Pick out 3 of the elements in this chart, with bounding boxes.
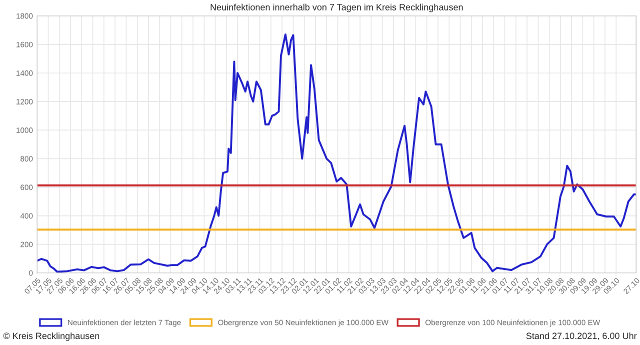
text: © Kreis Recklinghausen <box>3 332 100 341</box>
chart-title: Neuinfektionen innerhalb von 7 Tagen im Kreis Recklinghausen <box>210 4 463 12</box>
text: Stand 27.10.2021, 6.00 Uhr <box>526 332 637 340</box>
